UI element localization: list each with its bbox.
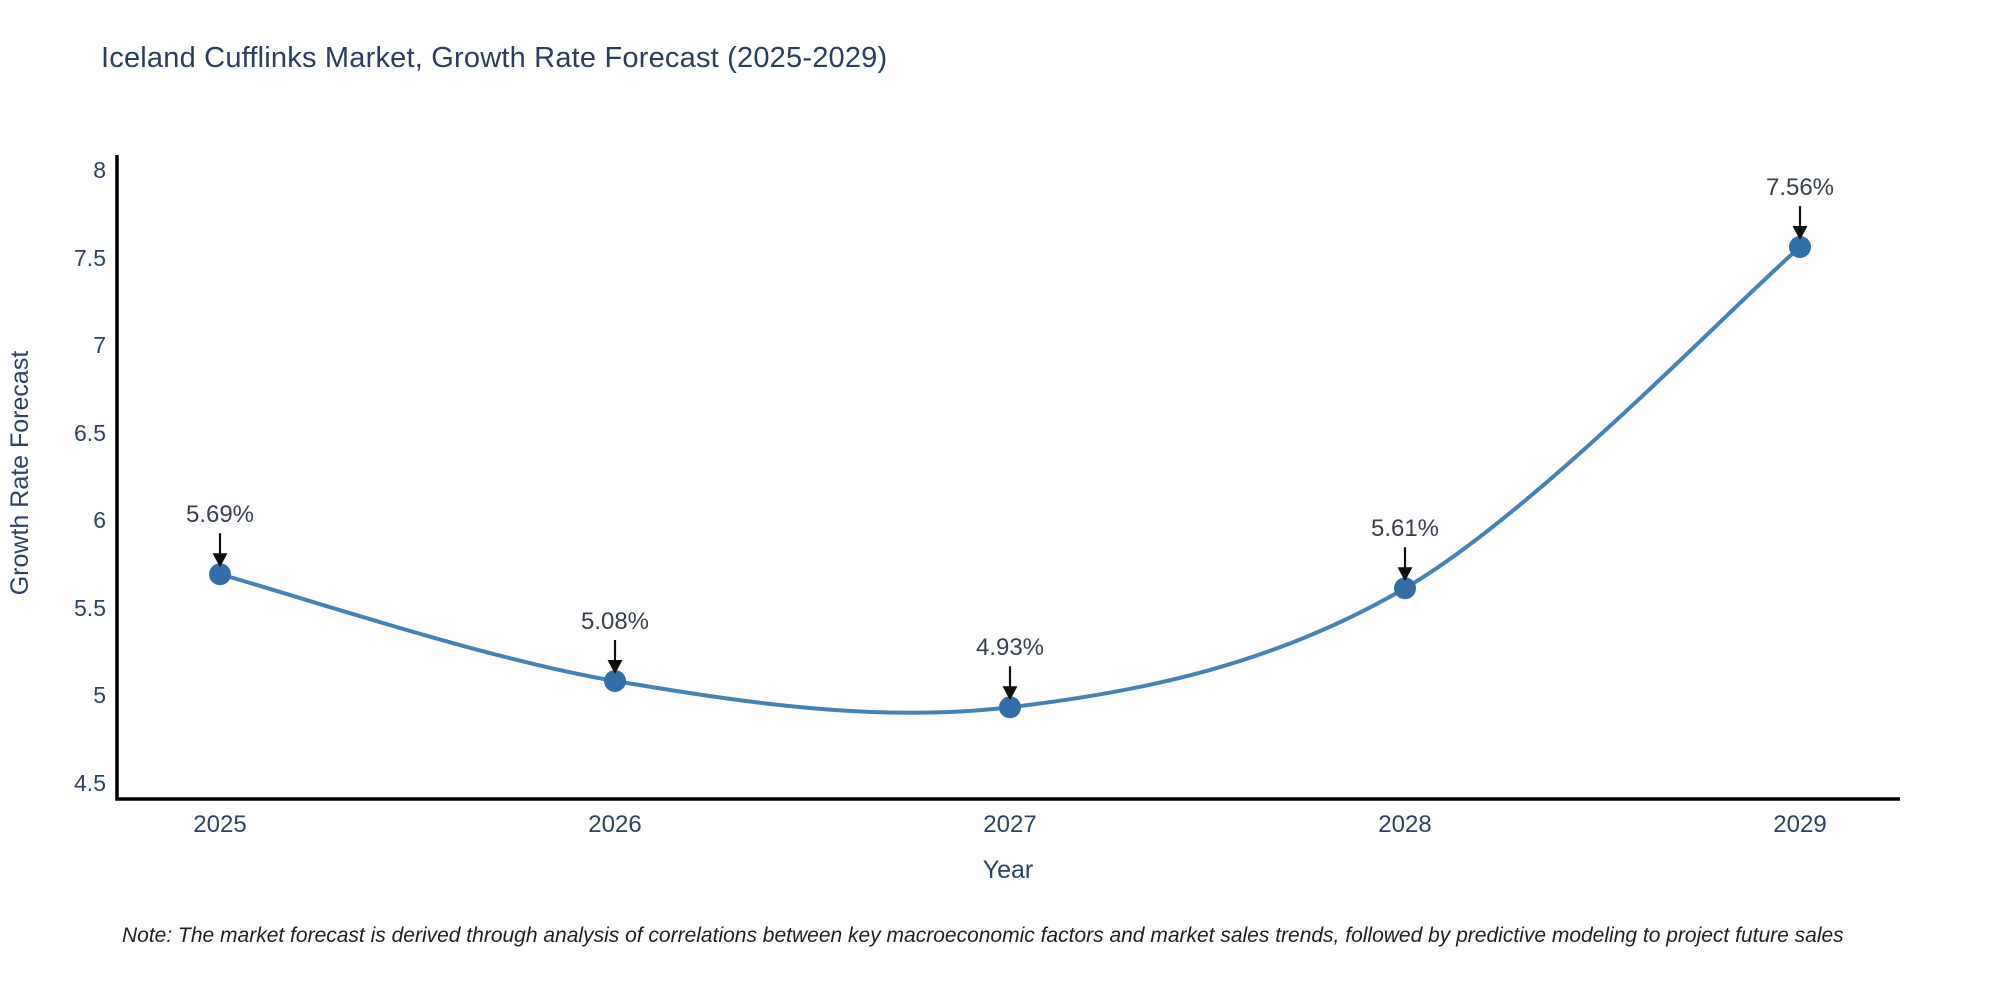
annotation-arrow-head xyxy=(1792,226,1808,240)
y-tick-label: 6.5 xyxy=(74,419,106,446)
y-tick-label: 5.5 xyxy=(74,594,106,621)
y-tick-label: 7 xyxy=(93,332,106,358)
chart-title: Iceland Cufflinks Market, Growth Rate Fo… xyxy=(101,42,888,74)
x-axis-title: Year xyxy=(982,856,1034,884)
data-point-label: 5.08% xyxy=(580,608,650,635)
data-point-label: 5.69% xyxy=(185,501,255,529)
y-tick-label: 5 xyxy=(93,682,106,708)
data-point-marker xyxy=(604,670,626,692)
data-point-marker xyxy=(209,563,231,586)
y-tick-label: 4.5 xyxy=(74,769,106,796)
x-tick-label: 2029 xyxy=(1773,811,1827,838)
data-point-marker xyxy=(999,696,1021,719)
y-tick-label: 7.5 xyxy=(74,244,106,271)
data-point-marker xyxy=(1394,577,1416,600)
x-tick-label: 2025 xyxy=(193,811,247,838)
x-tick-label: 2027 xyxy=(983,811,1037,838)
footnote: Note: The market forecast is derived thr… xyxy=(122,924,1844,947)
annotation-arrow-head xyxy=(607,660,623,674)
annotation-arrow-head xyxy=(212,553,228,568)
x-tick-label: 2026 xyxy=(588,811,642,838)
data-point-label: 4.93% xyxy=(975,634,1045,662)
y-tick-label: 8 xyxy=(93,157,106,183)
y-tick-label: 6 xyxy=(93,507,106,533)
data-point-label: 5.61% xyxy=(1370,515,1440,543)
data-point-marker xyxy=(1789,236,1811,258)
data-point-label: 7.56% xyxy=(1765,174,1835,201)
annotation-arrow-head xyxy=(1002,686,1018,701)
annotation-arrow-head xyxy=(1397,567,1413,582)
x-tick-label: 2028 xyxy=(1378,811,1432,838)
